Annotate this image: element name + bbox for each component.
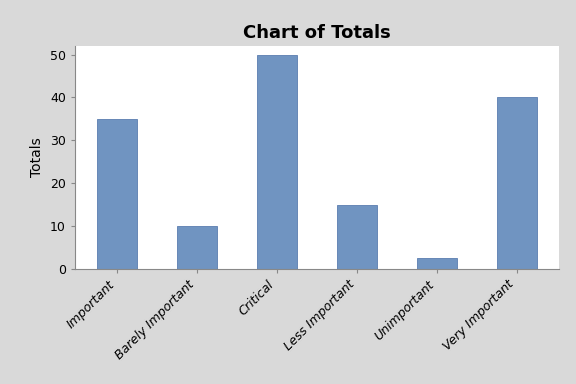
Title: Chart of Totals: Chart of Totals (243, 24, 391, 42)
Bar (497, 98, 537, 269)
Bar (97, 119, 137, 269)
Bar (177, 226, 217, 269)
Bar (417, 258, 457, 269)
Bar (337, 205, 377, 269)
Bar (257, 55, 297, 269)
Y-axis label: Totals: Totals (31, 137, 44, 177)
